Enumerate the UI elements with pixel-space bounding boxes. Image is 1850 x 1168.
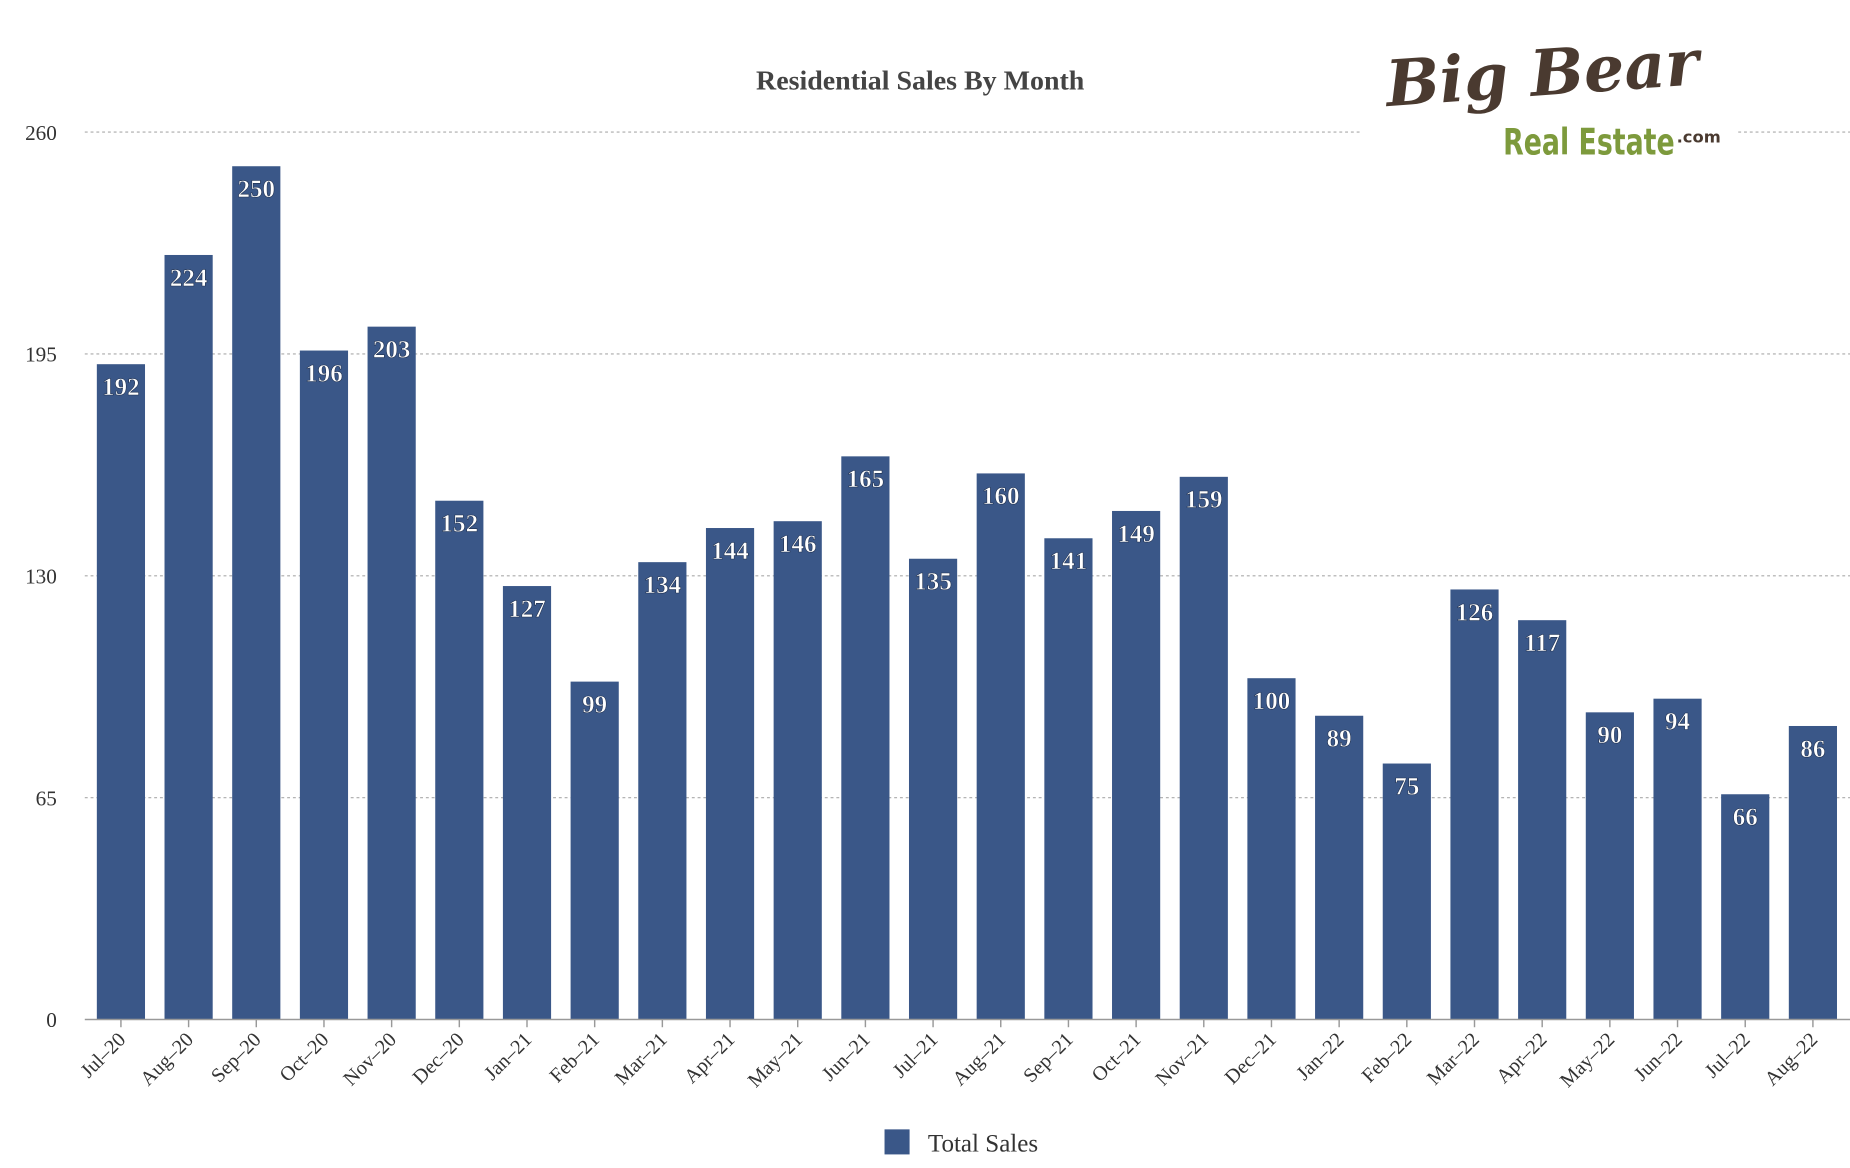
bar [908, 558, 958, 1020]
x-tick-label: Apr–21 [680, 1029, 739, 1088]
bar [1653, 698, 1702, 1020]
data-label: 134 [644, 572, 682, 599]
data-label: 135 [914, 569, 952, 596]
logo-line2: Real Estate [1503, 120, 1675, 163]
x-tick-label: Mar–21 [611, 1029, 672, 1090]
data-label: 146 [779, 531, 817, 558]
bar [773, 521, 822, 1020]
x-tick-label: Sep–21 [1019, 1029, 1077, 1087]
x-tick-label: Jul–20 [77, 1029, 131, 1083]
data-label: 126 [1456, 599, 1494, 626]
x-tick-label: Jun–22 [1630, 1029, 1687, 1086]
bar [1450, 589, 1499, 1020]
bars [96, 166, 1837, 1020]
data-label: 165 [847, 466, 885, 493]
data-label: 144 [711, 538, 749, 565]
data-label: 90 [1597, 722, 1622, 749]
x-tick-label: Aug–21 [948, 1029, 1010, 1091]
x-axis: Jul–20 Aug–20 Sep–20 Oct–20 Nov–20 Dec–20 Jan–… [77, 1019, 1823, 1092]
bar [705, 528, 755, 1020]
chart-title: Residential Sales By Month [756, 66, 1085, 97]
data-label: 250 [237, 176, 275, 203]
data-label: 196 [305, 360, 343, 387]
y-tick-label: 0 [46, 1008, 57, 1032]
x-tick-label: Nov–21 [1151, 1029, 1213, 1091]
data-label: 224 [170, 265, 208, 292]
bar [1044, 538, 1093, 1020]
logo-suffix: .com [1677, 128, 1721, 147]
bar [1585, 712, 1634, 1020]
bar [367, 326, 416, 1020]
data-label: 127 [508, 596, 546, 623]
x-tick-label: Sep–20 [207, 1029, 265, 1087]
data-label: 66 [1733, 804, 1758, 831]
y-tick-label: 260 [25, 121, 57, 145]
bar [841, 456, 890, 1020]
y-axis: 0 65 130 195 260 [25, 121, 57, 1032]
data-label: 160 [982, 483, 1020, 510]
data-label: 152 [441, 511, 479, 538]
bar [1382, 763, 1431, 1020]
x-tick-label: Dec–21 [1221, 1029, 1281, 1089]
y-tick-label: 195 [25, 343, 57, 367]
bar [1315, 715, 1364, 1020]
legend-swatch [884, 1129, 910, 1155]
x-tick-label: Nov–20 [339, 1029, 401, 1091]
x-tick-label: May–22 [1556, 1029, 1619, 1092]
gridlines [84, 131, 1850, 799]
x-tick-label: Jun–21 [818, 1029, 875, 1086]
bar [1179, 476, 1228, 1020]
data-label: 203 [373, 336, 411, 363]
x-tick-label: Mar–22 [1423, 1029, 1484, 1090]
y-tick-label: 130 [25, 565, 57, 589]
x-tick-label: Jan–22 [1292, 1029, 1348, 1085]
data-label: 75 [1394, 773, 1419, 800]
x-tick-label: May–21 [744, 1029, 807, 1092]
data-label: 100 [1253, 688, 1291, 715]
bar [164, 254, 213, 1020]
data-label: 94 [1665, 709, 1691, 736]
bar [299, 350, 349, 1020]
x-tick-label: Jan–21 [480, 1029, 536, 1085]
bar [1788, 725, 1837, 1020]
data-labels: 192 224 250 196 203 152 127 99 134 144 146 165 135 16… [102, 176, 1826, 832]
bar [435, 500, 484, 1020]
bar [1112, 510, 1161, 1020]
x-tick-label: Jul–21 [889, 1029, 943, 1083]
legend: Total Sales [884, 1129, 1038, 1158]
data-label: 141 [1050, 548, 1088, 575]
data-label: 159 [1185, 487, 1223, 514]
bar [96, 364, 146, 1020]
x-tick-label: Oct–21 [1088, 1029, 1146, 1087]
bar [976, 473, 1025, 1020]
data-label: 192 [102, 374, 140, 401]
data-label: 89 [1327, 726, 1352, 753]
data-label: 99 [582, 691, 607, 718]
y-tick-label: 65 [36, 786, 57, 810]
bar [1721, 794, 1770, 1020]
bar [638, 562, 687, 1020]
x-tick-label: Jul–22 [1701, 1029, 1755, 1083]
data-label: 86 [1800, 736, 1825, 763]
bar [232, 166, 281, 1020]
bar [1518, 620, 1567, 1020]
x-tick-label: Feb–21 [546, 1029, 604, 1087]
x-tick-label: Dec–20 [409, 1029, 469, 1089]
x-tick-label: Feb–22 [1358, 1029, 1416, 1087]
bar [1247, 678, 1296, 1020]
x-tick-label: Aug–22 [1761, 1029, 1823, 1091]
x-tick-label: Apr–22 [1492, 1029, 1551, 1088]
x-tick-label: Aug–20 [136, 1029, 198, 1091]
x-tick-label: Oct–20 [276, 1029, 334, 1087]
data-label: 117 [1524, 630, 1560, 657]
logo: Big Bear Real Estate .com [1360, 24, 1737, 164]
data-label: 149 [1117, 521, 1155, 548]
bar [502, 586, 552, 1020]
bar [570, 681, 619, 1020]
legend-label: Total Sales [928, 1131, 1038, 1158]
